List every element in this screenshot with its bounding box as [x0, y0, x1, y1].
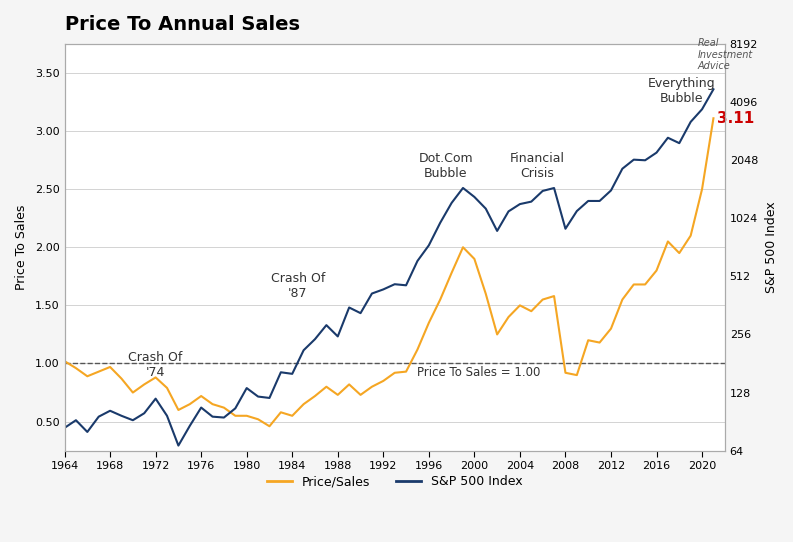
- Text: Crash Of
'74: Crash Of '74: [128, 351, 183, 379]
- Text: Everything
Bubble: Everything Bubble: [648, 78, 715, 106]
- Legend: Price/Sales, S&P 500 Index: Price/Sales, S&P 500 Index: [262, 470, 527, 493]
- Text: Real
Investment
Advice: Real Investment Advice: [698, 38, 753, 71]
- Text: Crash Of
'87: Crash Of '87: [270, 272, 325, 300]
- Y-axis label: S&P 500 Index: S&P 500 Index: [765, 202, 778, 293]
- Text: Financial
Crisis: Financial Crisis: [509, 152, 565, 180]
- Text: 3.11: 3.11: [717, 111, 754, 126]
- Y-axis label: Price To Sales: Price To Sales: [15, 204, 28, 290]
- Text: Price To Annual Sales: Price To Annual Sales: [64, 15, 300, 34]
- Text: Dot.Com
Bubble: Dot.Com Bubble: [419, 152, 473, 180]
- Text: Price To Sales = 1.00: Price To Sales = 1.00: [417, 366, 541, 379]
